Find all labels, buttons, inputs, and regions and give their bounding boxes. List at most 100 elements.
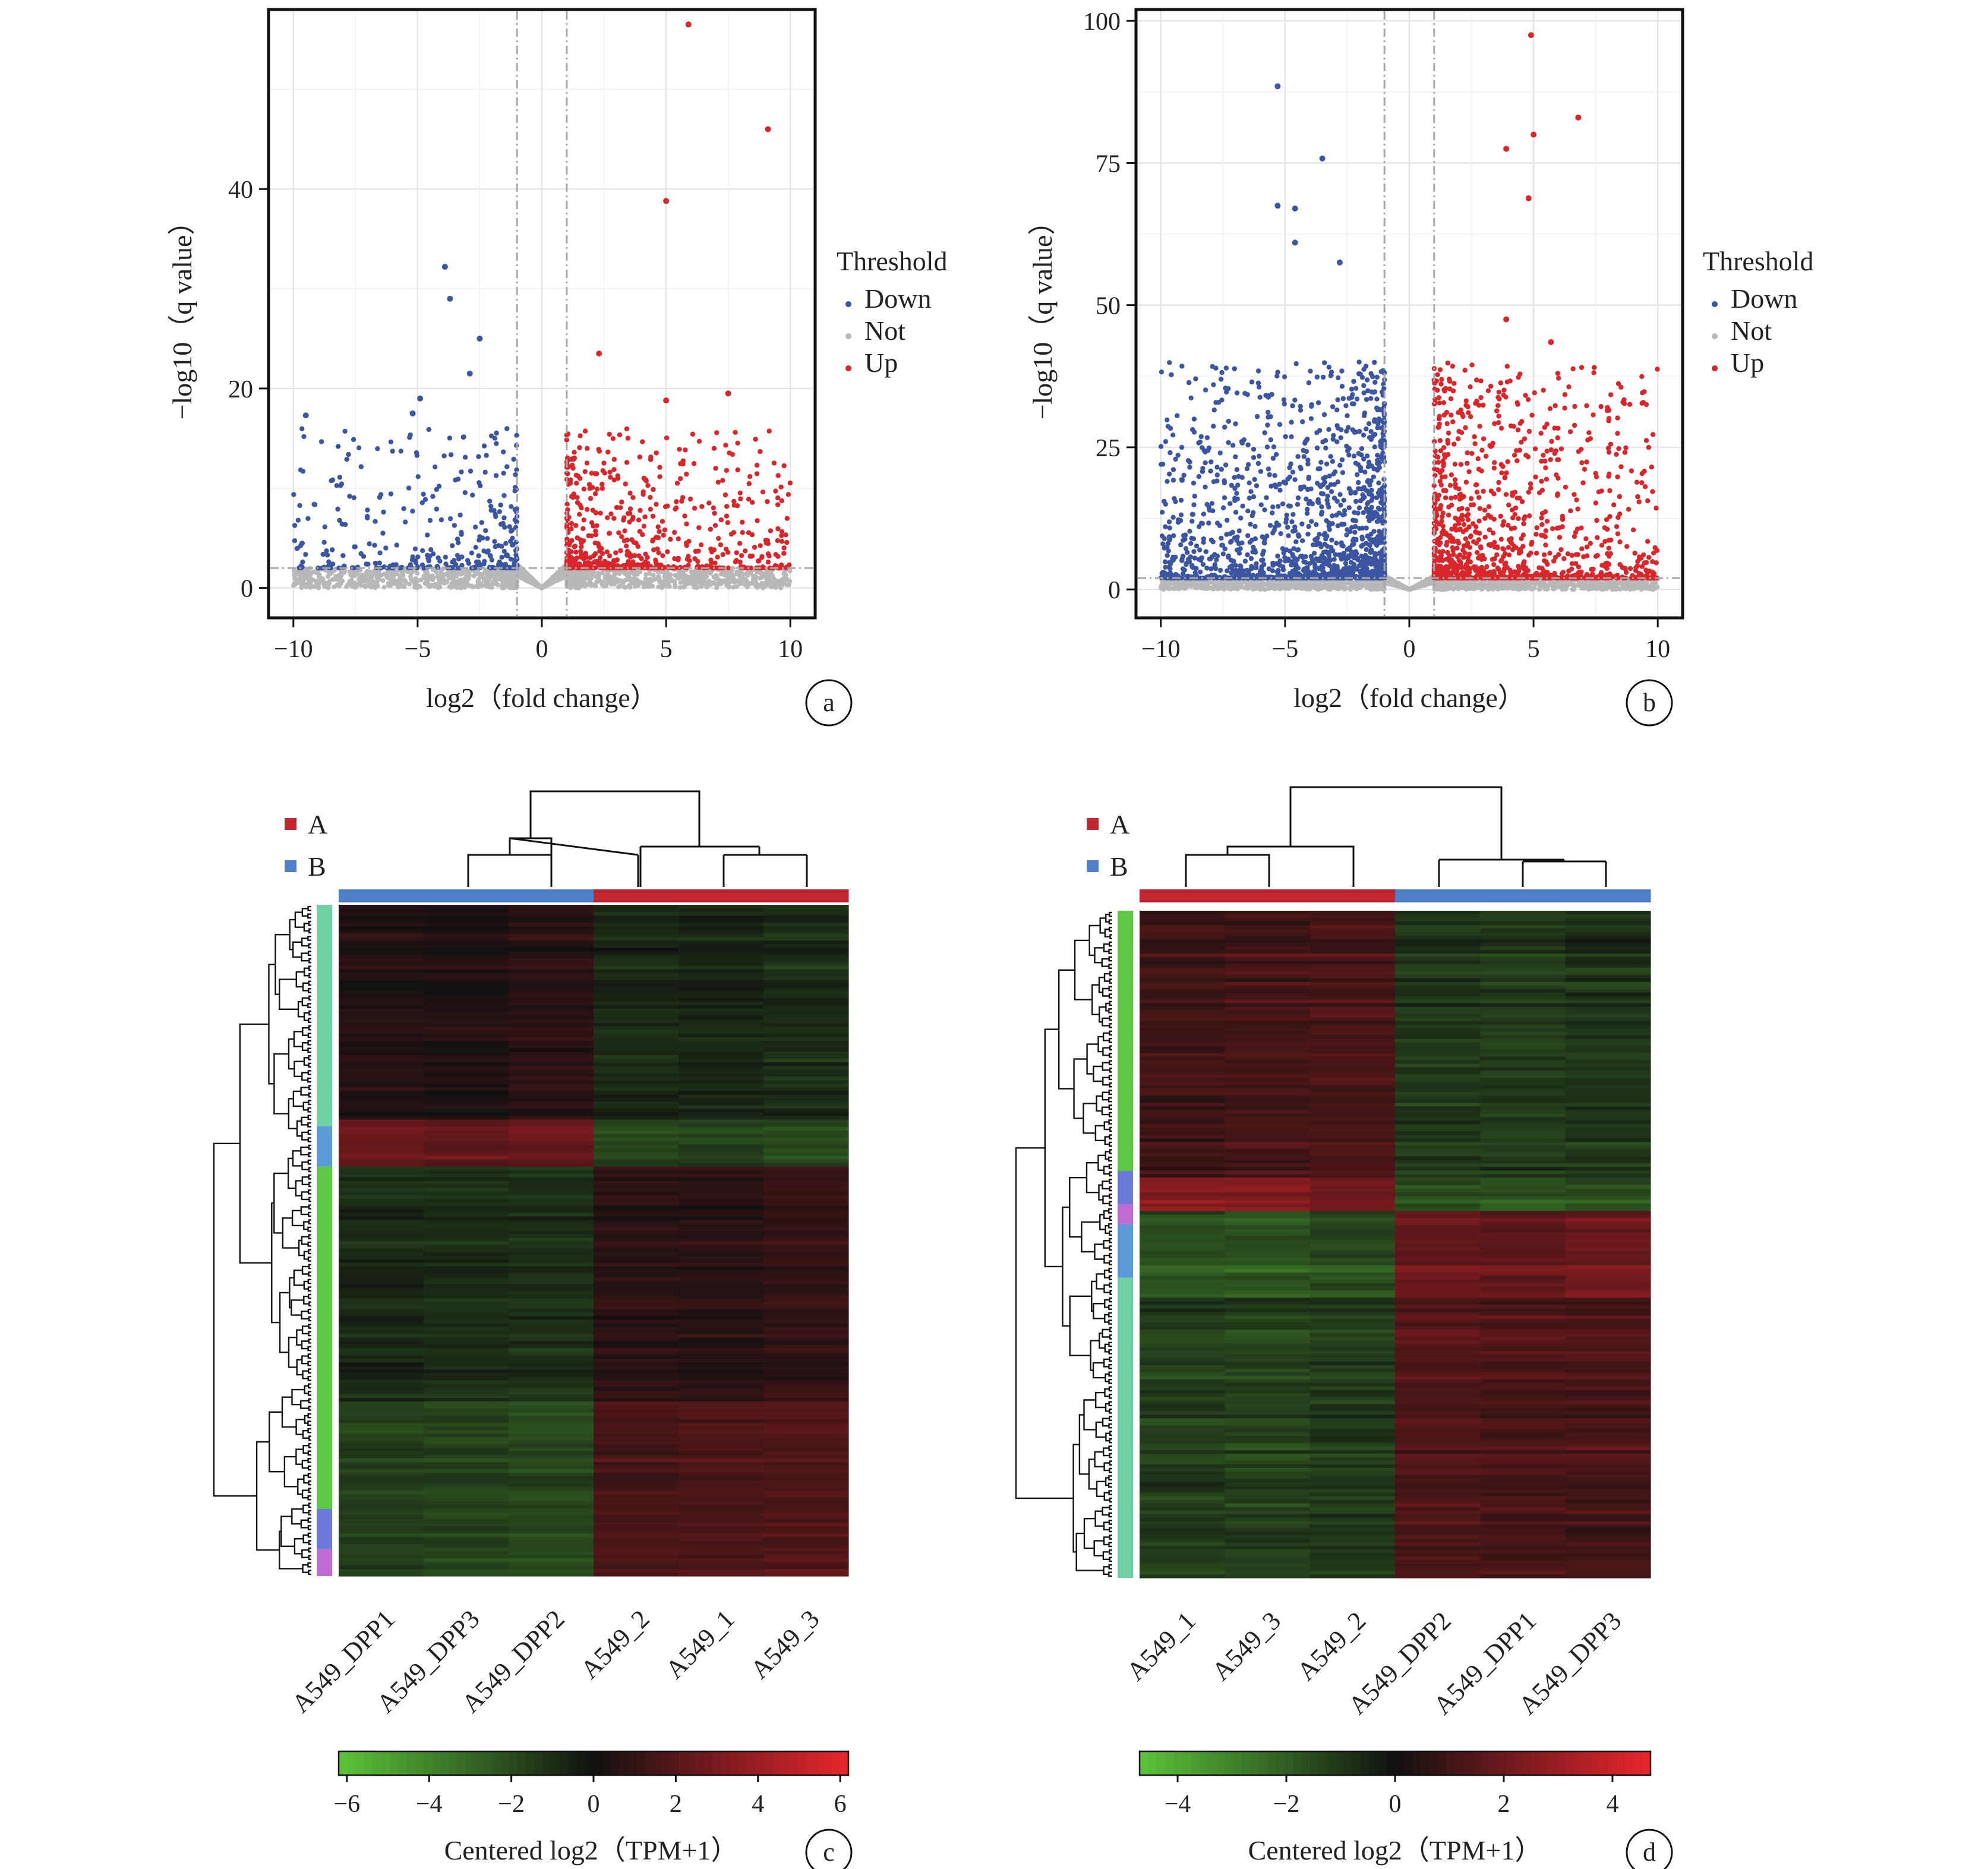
point-not-a: [636, 583, 641, 588]
point-not-a: [635, 572, 640, 577]
point-up-a: [573, 556, 579, 561]
point-down-a: [407, 435, 412, 440]
point-up-a: [787, 562, 792, 568]
point-up-a: [692, 556, 698, 561]
point-up-a: [648, 495, 653, 500]
point-up-a: [575, 535, 580, 541]
point-down-a: [343, 522, 348, 528]
point-not-a: [594, 574, 599, 579]
point-down-a: [513, 472, 518, 478]
point-down-a: [292, 538, 298, 544]
point-up-a: [684, 471, 689, 477]
point-not-a: [754, 583, 759, 589]
y-tick-label-a: 40: [228, 176, 253, 204]
point-up-a: [781, 463, 787, 469]
point-down-a: [335, 506, 340, 512]
point-not-a: [785, 582, 790, 588]
point-down-a: [367, 541, 372, 547]
point-up-a: [775, 538, 781, 544]
point-not-a: [316, 582, 321, 588]
point-not-a: [474, 583, 479, 589]
point-down-a: [508, 529, 514, 534]
point-up-a: [638, 507, 643, 513]
point-up-a: [690, 431, 696, 437]
point-not-a: [291, 583, 296, 588]
point-not-a: [375, 583, 380, 589]
point-down-a: [358, 464, 364, 469]
point-up-a: [696, 525, 702, 531]
point-down-a: [390, 449, 395, 454]
point-up-a: [586, 533, 591, 538]
point-outlier-a: [409, 410, 416, 416]
point-up-a: [781, 545, 787, 551]
point-down-a: [481, 443, 487, 449]
grid-a: [270, 11, 813, 616]
point-not-a: [611, 577, 617, 582]
point-down-a: [441, 453, 447, 459]
point-up-a: [662, 527, 668, 533]
point-not-a: [737, 581, 743, 586]
point-up-a: [743, 548, 748, 554]
legend-not-label-a: Not: [864, 315, 905, 346]
point-down-a: [324, 553, 330, 558]
point-outlier-a: [447, 295, 453, 302]
point-up-a: [605, 449, 611, 455]
point-not-a: [399, 583, 405, 589]
point-up-a: [654, 501, 659, 507]
point-not-a: [485, 572, 490, 577]
point-not-a: [466, 583, 472, 588]
point-down-a: [428, 547, 434, 553]
point-down-a: [300, 559, 305, 565]
point-up-a: [651, 547, 657, 553]
legend-a: Threshold Down Not Up: [837, 246, 948, 378]
point-down-a: [455, 536, 460, 542]
point-not-a: [520, 573, 525, 578]
point-up-a: [630, 495, 636, 500]
point-down-a: [330, 477, 336, 483]
point-not-a: [672, 579, 677, 584]
point-up-a: [684, 542, 689, 548]
point-up-a: [624, 426, 630, 431]
point-down-a: [443, 561, 449, 567]
point-not-a: [401, 578, 406, 583]
point-down-a: [394, 542, 399, 548]
point-down-a: [425, 532, 430, 538]
point-up-a: [593, 532, 598, 538]
point-down-a: [406, 485, 412, 491]
point-up-a: [590, 507, 595, 513]
point-down-a: [412, 546, 418, 552]
point-up-a: [605, 515, 610, 520]
point-not-a: [759, 575, 764, 580]
point-down-a: [469, 550, 475, 555]
point-down-a: [388, 439, 394, 445]
point-down-a: [351, 495, 356, 500]
point-up-a: [672, 529, 677, 535]
point-not-a: [687, 574, 692, 580]
point-not-a: [731, 576, 736, 581]
y-tick-label-a: 20: [228, 376, 253, 403]
point-up-a: [624, 548, 630, 554]
point-not-a: [766, 581, 771, 586]
point-not-a: [428, 583, 433, 588]
point-up-a: [627, 491, 633, 496]
point-up-a: [594, 523, 599, 528]
point-down-a: [501, 449, 506, 454]
point-down-a: [478, 483, 483, 488]
point-up-a: [665, 549, 670, 554]
point-down-a: [419, 548, 425, 553]
point-up-a: [737, 490, 743, 495]
point-up-a: [575, 500, 580, 506]
point-up-a: [640, 489, 646, 494]
point-not-a: [698, 580, 703, 586]
point-not-a: [731, 585, 736, 590]
point-up-a: [572, 544, 577, 550]
point-up-a: [716, 536, 721, 541]
point-up-a: [627, 554, 633, 560]
point-up-a: [573, 550, 579, 555]
point-not-a: [407, 582, 412, 587]
point-down-a: [311, 501, 317, 507]
point-up-a: [627, 519, 632, 525]
point-down-a: [462, 454, 468, 460]
point-up-a: [715, 554, 720, 560]
point-up-a: [735, 467, 740, 473]
